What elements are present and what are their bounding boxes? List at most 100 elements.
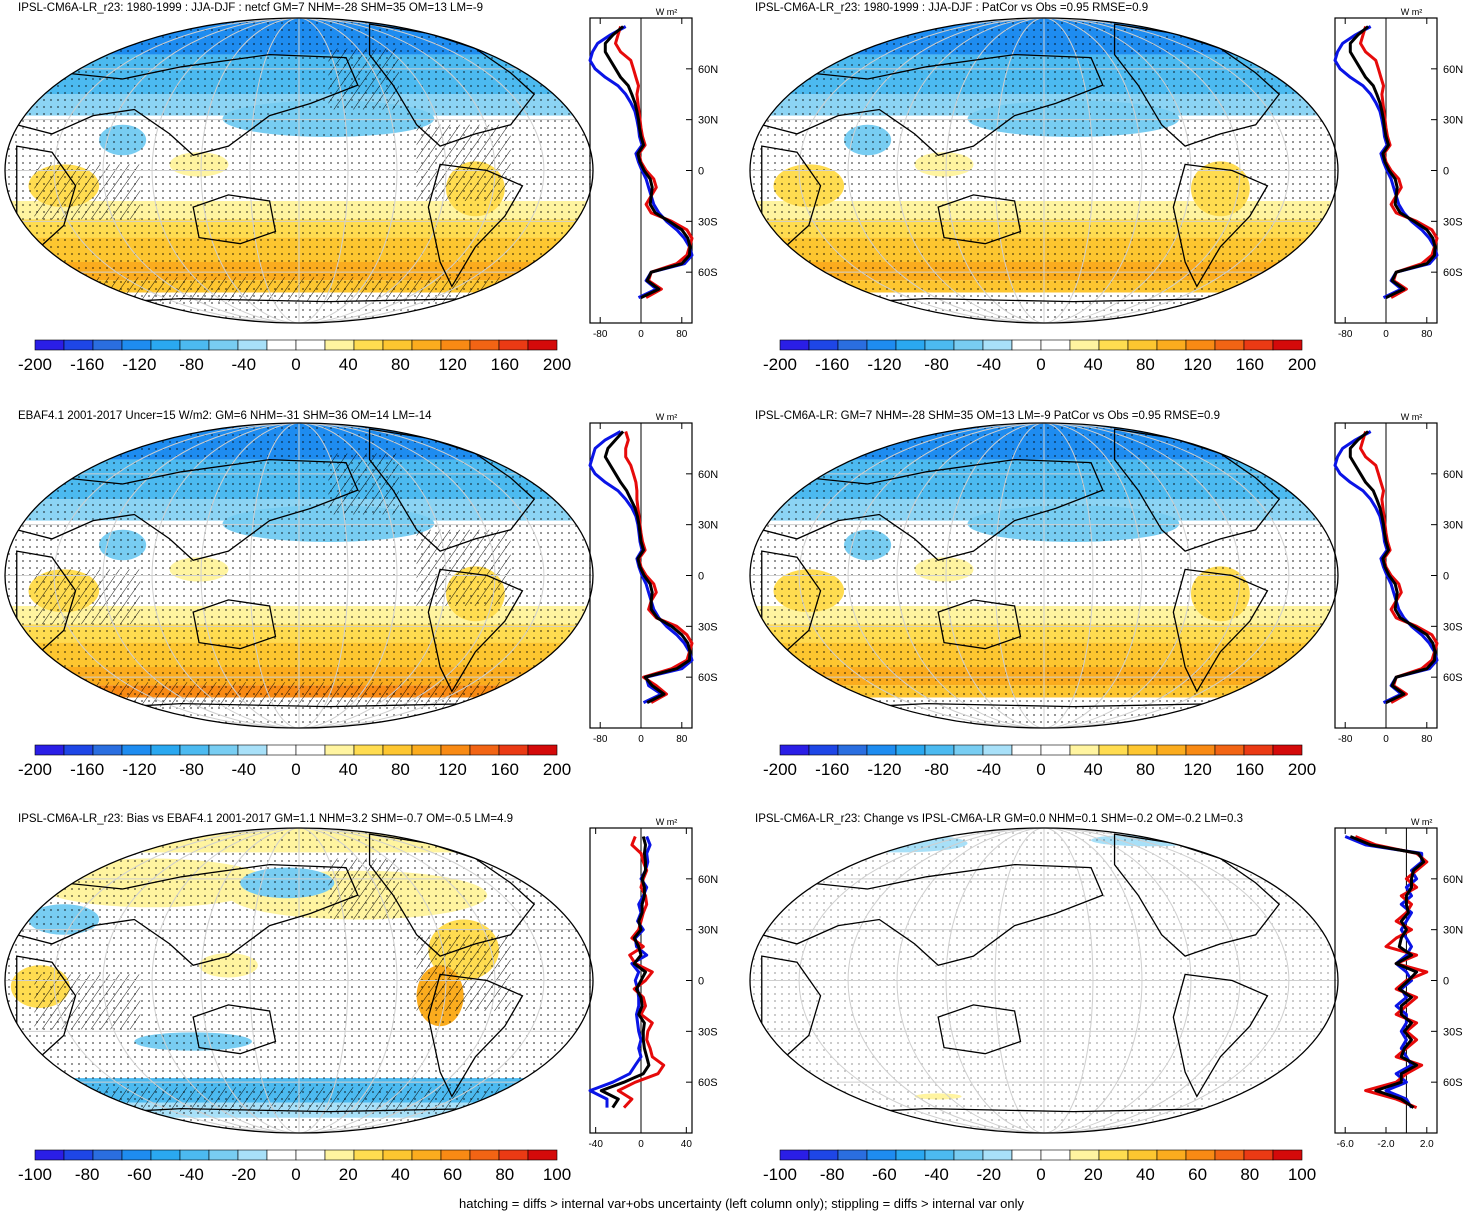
colorbar-swatch — [121, 744, 152, 756]
colorbar-label: -200 — [763, 760, 797, 779]
colorbar-swatch — [179, 339, 210, 351]
colorbar-swatch — [1069, 1149, 1100, 1161]
colorbar-swatch — [1272, 339, 1303, 351]
colorbar-swatch — [837, 744, 868, 756]
colorbar-swatch — [1272, 1149, 1303, 1161]
lat-tick-label: 0 — [698, 571, 704, 583]
footer-note: hatching = diffs > internal var+obs unce… — [459, 1196, 1024, 1211]
colorbar-swatch — [324, 744, 355, 756]
colorbar-label: -40 — [924, 1165, 949, 1184]
zonal-xtick-label: 0 — [1383, 329, 1389, 340]
colorbar-swatch — [1214, 744, 1245, 756]
colorbar-swatch — [92, 339, 123, 351]
colorbar: -200 -160 -120 -80 -40 0 40 80 120 160 200 — [18, 339, 571, 374]
colorbar-label: 120 — [1183, 355, 1211, 374]
zonal-line-model — [614, 26, 694, 299]
colorbar-label: -160 — [815, 355, 849, 374]
colorbar-swatch — [1011, 339, 1042, 351]
graticule — [5, 828, 593, 1133]
colorbar: -100 -80 -60 -40 -20 0 20 40 60 80 100 — [763, 1149, 1316, 1184]
colorbar-label: -120 — [867, 760, 901, 779]
colorbar-swatch — [779, 339, 810, 351]
lat-tick-label: 0 — [698, 976, 704, 988]
zonal-unit-label: W m² — [1411, 817, 1433, 827]
colorbar-label: 20 — [339, 1165, 358, 1184]
zonal-line-model — [624, 431, 694, 704]
zonal-mean-plot: -6.0 -2.0 2.0 W m² 60N 30N 0 30S 60S — [1334, 817, 1463, 1150]
colorbar-swatch — [837, 1149, 868, 1161]
colorbar-swatch — [92, 1149, 123, 1161]
lat-tick-label: 30N — [1443, 925, 1463, 937]
colorbar-swatch — [1156, 744, 1187, 756]
panel-1: IPSL-CM6A-LR_r23: 1980-1999 : JJA-DJF : … — [0, 0, 738, 400]
colorbar-label: 60 — [1188, 1165, 1207, 1184]
colorbar-swatch — [237, 339, 268, 351]
colorbar-swatch — [208, 1149, 239, 1161]
lat-tick-label: 30S — [1443, 216, 1463, 228]
colorbar-swatch — [1214, 1149, 1245, 1161]
zonal-xtick-label: 0 — [638, 329, 644, 340]
lat-tick-label: 60S — [1443, 1077, 1463, 1089]
colorbar-label: 100 — [1288, 1165, 1316, 1184]
colorbar-swatch — [1272, 744, 1303, 756]
lat-tick-label: 30N — [1443, 115, 1463, 127]
colorbar-swatch — [1185, 339, 1216, 351]
lat-tick-label: 0 — [1443, 571, 1449, 583]
colorbar-label: 80 — [1136, 355, 1155, 374]
colorbar-label: 120 — [438, 355, 466, 374]
colorbar-label: 0 — [291, 760, 300, 779]
zonal-xtick-label: -6.0 — [1337, 1139, 1355, 1150]
colorbar-swatch — [1040, 1149, 1071, 1161]
panel-title: IPSL-CM6A-LR_r23: Change vs IPSL-CM6A-LR… — [755, 813, 1243, 825]
zonal-xtick-label: -40 — [588, 1139, 603, 1150]
colorbar-swatch — [982, 1149, 1013, 1161]
lat-tick-label: 60N — [1443, 64, 1463, 76]
lat-tick-label: 30S — [698, 216, 718, 228]
colorbar-swatch — [92, 744, 123, 756]
zonal-xtick-label: 0 — [1383, 734, 1389, 745]
colorbar-swatch — [440, 339, 471, 351]
lat-tick-label: 30S — [698, 621, 718, 633]
colorbar-label: -120 — [122, 760, 156, 779]
colorbar-label: 80 — [391, 355, 410, 374]
colorbar-label: -40 — [232, 760, 257, 779]
colorbar-label: -160 — [70, 355, 104, 374]
colorbar-label: 40 — [1084, 760, 1103, 779]
colorbar-swatch — [1098, 744, 1129, 756]
colorbar-label: 0 — [291, 355, 300, 374]
colorbar-swatch — [1040, 339, 1071, 351]
zonal-mean-plot: -80 0 80 W m² 60N 30N 0 30S 60S — [1333, 412, 1463, 745]
colorbar-swatch — [411, 744, 442, 756]
colorbar-label: 80 — [1136, 760, 1155, 779]
panel-graphics: -80 0 80 W m² 60N 30N 0 30S 60S -200 -160 -120 -80 -4… — [4, 412, 718, 779]
graticule — [5, 18, 593, 323]
colorbar-label: 160 — [1236, 760, 1264, 779]
lat-tick-label: 0 — [1443, 166, 1449, 178]
colorbar-swatch — [866, 744, 897, 756]
colorbar-label: 120 — [438, 760, 466, 779]
colorbar-swatch — [63, 339, 94, 351]
lat-tick-label: 30S — [1443, 1026, 1463, 1038]
zonal-xtick-label: 0 — [638, 734, 644, 745]
colorbar-label: 40 — [1084, 355, 1103, 374]
colorbar-swatch — [1127, 1149, 1158, 1161]
colorbar-swatch — [440, 1149, 471, 1161]
colorbar-swatch — [324, 1149, 355, 1161]
graticule — [750, 423, 1338, 728]
panel-5: IPSL-CM6A-LR_r23: Bias vs EBAF4.1 2001-2… — [0, 810, 738, 1210]
colorbar-label: 160 — [491, 760, 519, 779]
colorbar-label: -200 — [763, 355, 797, 374]
zonal-xtick-label: -80 — [593, 734, 608, 745]
zonal-line-model — [1359, 431, 1439, 704]
lat-tick-label: 30N — [1443, 520, 1463, 532]
colorbar-swatch — [63, 1149, 94, 1161]
colorbar-label: 0 — [1036, 1165, 1045, 1184]
colorbar-swatch — [895, 339, 926, 351]
colorbar-label: -20 — [232, 1165, 257, 1184]
panel-graphics: -40 0 40 W m² 60N 30N 0 30S 60S -100 -80 -60 -40 -20 0… — [4, 817, 718, 1184]
colorbar: -200 -160 -120 -80 -40 0 40 80 120 160 200 — [18, 744, 571, 779]
lat-tick-label: 30N — [698, 115, 718, 127]
zonal-xtick-label: -80 — [593, 329, 608, 340]
zonal-unit-label: W m² — [1401, 7, 1423, 17]
colorbar-label: -120 — [867, 355, 901, 374]
